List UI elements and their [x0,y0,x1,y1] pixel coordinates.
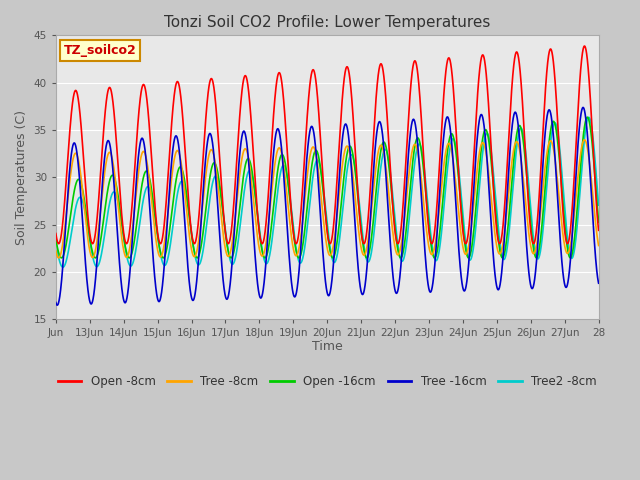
Title: Tonzi Soil CO2 Profile: Lower Temperatures: Tonzi Soil CO2 Profile: Lower Temperatur… [164,15,490,30]
Legend: Open -8cm, Tree -8cm, Open -16cm, Tree -16cm, Tree2 -8cm: Open -8cm, Tree -8cm, Open -16cm, Tree -… [53,371,602,393]
X-axis label: Time: Time [312,340,342,353]
Y-axis label: Soil Temperatures (C): Soil Temperatures (C) [15,110,28,245]
Text: TZ_soilco2: TZ_soilco2 [64,44,137,57]
